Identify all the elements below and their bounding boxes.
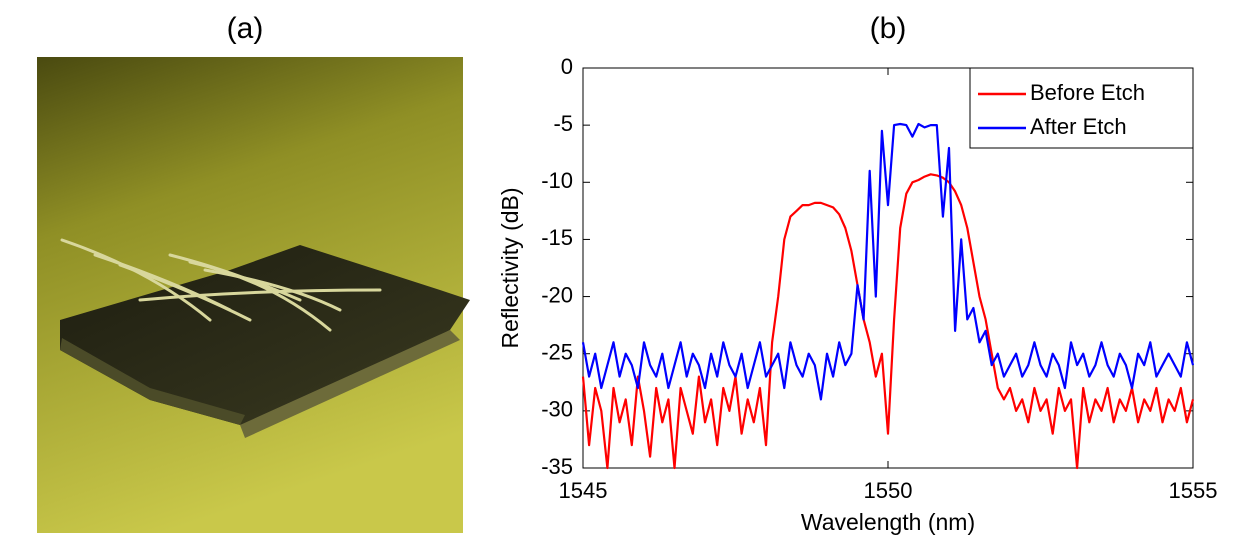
y-tick-label: -25	[541, 340, 573, 365]
y-tick-label: 0	[561, 54, 573, 79]
y-tick-label: -35	[541, 454, 573, 479]
data-line	[581, 173, 1195, 470]
chart-title: (b)	[870, 12, 907, 45]
x-tick-label: 1550	[864, 478, 913, 503]
x-axis-label: Wavelength (nm)	[801, 509, 975, 535]
panel-label: (a)	[227, 12, 264, 45]
y-axis-label: Reflectivity (dB)	[497, 187, 523, 348]
legend-label: After Etch	[1030, 114, 1127, 139]
legend-label: Before Etch	[1030, 80, 1145, 105]
y-tick-label: -20	[541, 282, 573, 307]
y-tick-label: -5	[553, 111, 573, 136]
x-tick-label: 1555	[1169, 478, 1218, 503]
y-tick-label: -10	[541, 168, 573, 193]
y-tick-label: -30	[541, 397, 573, 422]
photo	[37, 57, 470, 533]
legend-box	[969, 67, 1194, 149]
y-tick-label: -15	[541, 225, 573, 250]
data-line	[581, 122, 1195, 401]
x-tick-label: 1545	[559, 478, 608, 503]
